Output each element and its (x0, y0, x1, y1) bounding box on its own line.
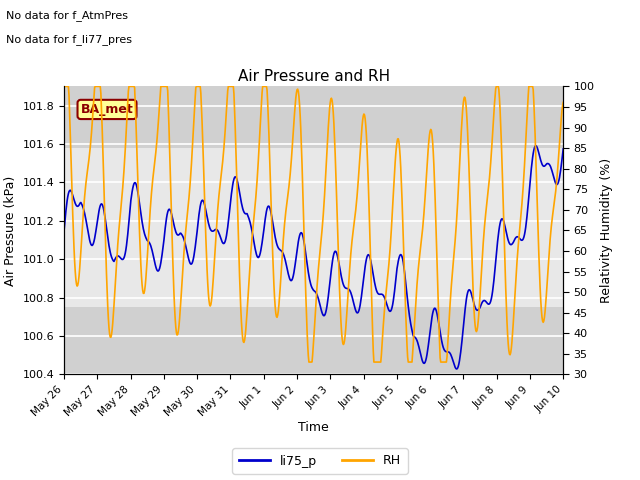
Text: No data for f_li77_pres: No data for f_li77_pres (6, 34, 132, 45)
Text: No data for f_AtmPres: No data for f_AtmPres (6, 10, 129, 21)
Bar (64, 148, 563, 307)
Y-axis label: Air Pressure (kPa): Air Pressure (kPa) (4, 175, 17, 286)
Y-axis label: Relativity Humidity (%): Relativity Humidity (%) (600, 158, 613, 303)
Text: BA_met: BA_met (81, 103, 133, 116)
Title: Air Pressure and RH: Air Pressure and RH (237, 69, 390, 84)
X-axis label: Time: Time (298, 421, 329, 434)
Legend: li75_p, RH: li75_p, RH (232, 448, 408, 474)
